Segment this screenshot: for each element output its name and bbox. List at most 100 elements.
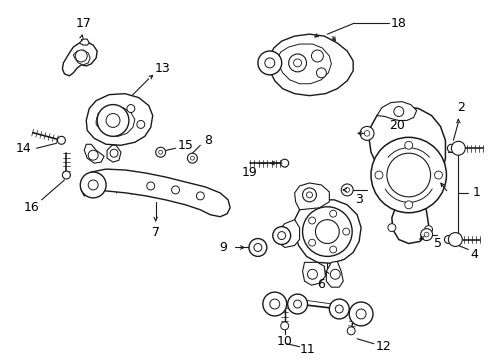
Circle shape [330,246,337,253]
Circle shape [447,144,455,152]
Polygon shape [74,50,90,65]
Circle shape [345,188,349,192]
Text: 3: 3 [355,193,363,206]
Circle shape [270,299,280,309]
Circle shape [307,192,313,198]
Circle shape [97,105,129,136]
Polygon shape [369,107,445,243]
Circle shape [316,220,339,243]
Circle shape [330,269,340,279]
Polygon shape [294,183,329,210]
Circle shape [435,171,442,179]
Circle shape [294,59,301,67]
Circle shape [127,105,135,113]
Circle shape [80,172,106,198]
Circle shape [88,150,98,160]
Circle shape [106,113,120,127]
Circle shape [273,227,291,244]
Circle shape [444,235,452,243]
Polygon shape [84,144,104,163]
Text: 20: 20 [389,119,405,132]
Circle shape [110,149,118,157]
Text: 9: 9 [219,241,227,254]
Circle shape [88,180,98,190]
Circle shape [405,201,413,209]
Text: 17: 17 [75,17,91,30]
Circle shape [137,121,145,129]
Circle shape [349,302,373,326]
Circle shape [317,68,326,78]
Circle shape [258,51,282,75]
Circle shape [75,50,87,62]
Circle shape [451,141,466,155]
Circle shape [265,58,275,68]
Text: 14: 14 [16,142,31,155]
Circle shape [347,327,355,335]
Polygon shape [268,34,353,96]
Text: 5: 5 [435,237,442,250]
Text: 15: 15 [177,139,194,152]
Text: 11: 11 [300,343,316,356]
Text: 2: 2 [457,101,465,114]
Circle shape [335,305,343,313]
Circle shape [329,299,349,319]
Text: 19: 19 [242,166,258,179]
Polygon shape [294,200,361,264]
Polygon shape [79,39,89,45]
Circle shape [278,231,286,239]
Text: 4: 4 [470,248,478,261]
Circle shape [375,171,383,179]
Circle shape [343,228,350,235]
Circle shape [288,294,308,314]
Circle shape [281,159,289,167]
Text: 12: 12 [376,340,392,353]
Text: 16: 16 [24,201,40,214]
Polygon shape [81,169,230,217]
Circle shape [448,233,462,247]
Circle shape [289,54,307,72]
Circle shape [263,292,287,316]
Circle shape [387,153,431,197]
Circle shape [420,229,433,240]
Circle shape [309,239,316,246]
Circle shape [425,226,433,234]
Polygon shape [278,44,331,84]
Text: 13: 13 [155,62,171,75]
Circle shape [281,322,289,330]
Circle shape [172,186,179,194]
Polygon shape [86,94,153,145]
Text: 1: 1 [472,186,480,199]
Text: 18: 18 [391,17,407,30]
Circle shape [360,126,374,140]
Polygon shape [62,42,97,76]
Circle shape [196,192,204,200]
Circle shape [159,150,163,154]
Circle shape [302,188,317,202]
Polygon shape [278,220,299,247]
Circle shape [147,182,155,190]
Circle shape [341,184,353,196]
Circle shape [249,239,267,256]
Circle shape [254,243,262,251]
Circle shape [356,309,366,319]
Circle shape [57,136,65,144]
Circle shape [371,137,446,213]
Circle shape [308,269,318,279]
Circle shape [405,141,413,149]
Circle shape [312,50,323,62]
Polygon shape [302,262,325,285]
Polygon shape [326,261,343,287]
Polygon shape [377,102,416,121]
Circle shape [330,210,337,217]
Polygon shape [107,145,121,162]
Text: 7: 7 [152,226,160,239]
Circle shape [302,207,352,256]
Circle shape [364,131,370,136]
Circle shape [424,232,429,237]
Circle shape [62,171,71,179]
Circle shape [388,224,396,231]
Circle shape [191,156,195,160]
Circle shape [309,217,316,224]
Polygon shape [96,107,135,136]
Text: 10: 10 [277,335,293,348]
